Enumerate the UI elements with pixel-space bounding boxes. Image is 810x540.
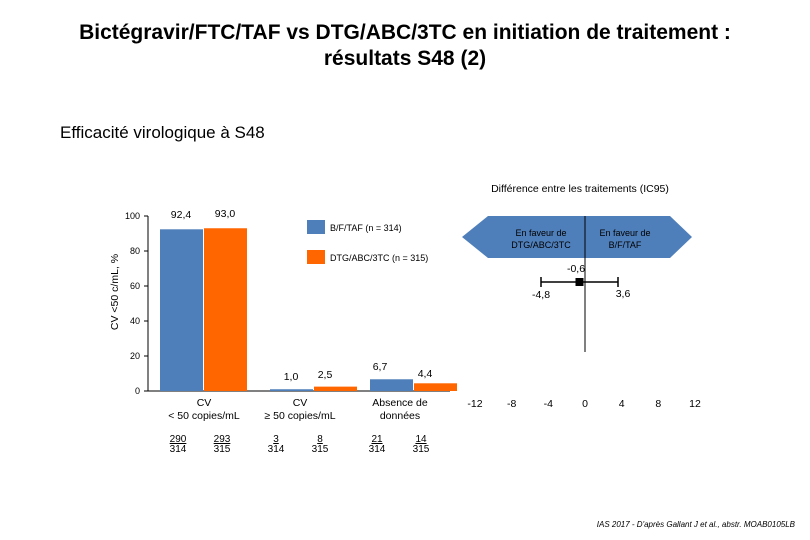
- fraction-numerator: 14: [415, 434, 427, 445]
- forest-title: Différence entre les traitements (IC95): [491, 183, 669, 195]
- y-tick-label: 20: [130, 351, 140, 361]
- fraction-denominator: 315: [312, 444, 329, 455]
- legend-label-btaf: B/F/TAF (n = 314): [330, 223, 402, 233]
- forest-x-tick-label: 4: [619, 398, 625, 410]
- favor-left-label: En faveur de DTG/ABC/3TC: [511, 228, 571, 250]
- point-estimate: [575, 278, 584, 286]
- bar-btaf-2: [270, 389, 313, 391]
- chart-subtitle: Efficacité virologique à S48: [60, 123, 265, 142]
- favor-right-label: En faveur de B/F/TAF: [599, 228, 650, 250]
- y-tick-label: 0: [135, 386, 140, 396]
- y-axis-label: CV <50 c/mL, %: [109, 254, 121, 330]
- fraction-denominator: 314: [170, 444, 187, 455]
- fraction-denominator: 314: [268, 444, 285, 455]
- bar-value-label: 92,4: [171, 209, 192, 221]
- y-tick-label: 60: [130, 281, 140, 291]
- legend-swatch-btaf: [307, 220, 325, 234]
- bar-btaf-1: [160, 229, 203, 391]
- fraction-numerator: 21: [371, 434, 383, 445]
- y-tick-label: 40: [130, 316, 140, 326]
- legend-swatch-dtg: [307, 250, 325, 264]
- fraction-numerator: 3: [273, 434, 279, 445]
- category-label: CV < 50 copies/mL: [168, 397, 240, 422]
- forest-x-tick-label: 12: [689, 398, 701, 410]
- bar-btaf-3: [370, 379, 413, 391]
- category-label: Absence de données: [372, 397, 428, 422]
- ci-upper-label: 3,6: [616, 288, 631, 300]
- forest-x-tick-label: -8: [507, 398, 516, 410]
- fraction-numerator: 8: [317, 434, 323, 445]
- title-line-1: Bictégravir/FTC/TAF vs DTG/ABC/3TC en in…: [79, 21, 731, 44]
- bar-value-label: 1,0: [284, 371, 299, 383]
- fraction-numerator: 293: [214, 434, 231, 445]
- category-label: CV ≥ 50 copies/mL: [264, 397, 335, 422]
- bar-value-label: 93,0: [215, 208, 236, 220]
- legend-label-dtg: DTG/ABC/3TC (n = 315): [330, 253, 428, 263]
- forest-x-tick-label: -4: [544, 398, 553, 410]
- ci-lower-label: -4,8: [532, 289, 550, 301]
- forest-x-tick-label: 0: [582, 398, 588, 410]
- bar-dtg-3: [414, 383, 457, 391]
- bar-value-label: 6,7: [373, 361, 388, 373]
- y-tick-label: 80: [130, 246, 140, 256]
- fraction-denominator: 315: [214, 444, 231, 455]
- y-tick-label: 100: [125, 211, 140, 221]
- fraction-numerator: 290: [170, 434, 187, 445]
- page-title: Bictégravir/FTC/TAF vs DTG/ABC/3TC en in…: [0, 20, 810, 72]
- estimate-label: -0,6: [567, 263, 585, 275]
- bar-value-label: 2,5: [318, 369, 333, 381]
- fraction-denominator: 314: [369, 444, 386, 455]
- forest-x-tick-label: -12: [467, 398, 482, 410]
- footnote: IAS 2017 - D'après Gallant J et al., abs…: [597, 520, 796, 529]
- bar-dtg-2: [314, 386, 357, 391]
- title-line-2: résultats S48 (2): [323, 47, 487, 70]
- favor-arrow-band: [462, 216, 692, 258]
- fraction-denominator: 315: [413, 444, 430, 455]
- bar-value-label: 4,4: [418, 368, 433, 380]
- forest-x-tick-label: 8: [655, 398, 661, 410]
- bar-dtg-1: [204, 228, 247, 391]
